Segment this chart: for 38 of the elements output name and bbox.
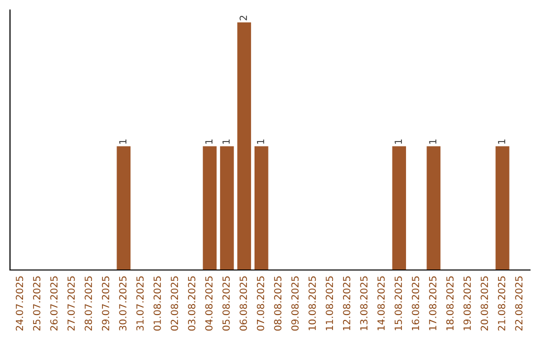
x-tick-label: 17.08.2025	[429, 276, 436, 330]
x-tick-label: 24.07.2025	[16, 276, 24, 331]
x-tick-label: 16.08.2025	[412, 276, 420, 330]
data-label: 1	[429, 140, 436, 144]
x-tick-label: 02.08.2025	[170, 276, 178, 331]
data-label: 1	[256, 140, 264, 144]
x-tick-label: 29.07.2025	[102, 276, 110, 331]
x-tick-label: 15.08.2025	[394, 276, 402, 330]
data-label: 1	[498, 140, 506, 144]
x-tick-label: 04.08.2025	[205, 276, 213, 331]
data-label: 1	[205, 140, 212, 144]
data-label: 1	[394, 140, 402, 144]
x-tick-label: 19.08.2025	[463, 276, 471, 330]
x-tick-label: 20.08.2025	[480, 276, 488, 331]
x-tick-label: 28.07.2025	[84, 276, 92, 331]
x-tick-label: 27.07.2025	[67, 276, 75, 331]
x-tick-label: 05.08.2025	[222, 276, 230, 331]
x-tick-label: 22.08.2025	[515, 276, 522, 331]
x-tick-label: 13.08.2025	[360, 276, 368, 330]
x-tick-label: 11.08.2025	[326, 276, 334, 330]
data-label: 1	[119, 140, 126, 144]
x-tick-label: 21.08.2025	[498, 276, 506, 331]
data-label: 2	[240, 16, 247, 20]
data-label: 1	[222, 140, 230, 144]
x-tick-label: 26.07.2025	[50, 276, 58, 331]
x-tick-label: 31.07.2025	[136, 276, 144, 330]
x-tick-label: 10.08.2025	[308, 276, 316, 330]
x-tick-label: 08.08.2025	[274, 276, 282, 331]
x-tick-label: 01.08.2025	[154, 276, 161, 331]
x-tick-label: 06.08.2025	[240, 276, 247, 331]
x-tick-label: 03.08.2025	[188, 276, 196, 331]
x-tick-label: 09.08.2025	[291, 276, 299, 331]
x-tick-label: 25.07.2025	[33, 276, 40, 331]
x-tick-label: 18.08.2025	[446, 276, 454, 330]
x-tick-label: 30.07.2025	[119, 276, 126, 330]
x-tick-label: 12.08.2025	[342, 276, 350, 330]
x-tick-label: 07.08.2025	[256, 276, 264, 331]
x-tick-label: 14.08.2025	[377, 276, 385, 330]
